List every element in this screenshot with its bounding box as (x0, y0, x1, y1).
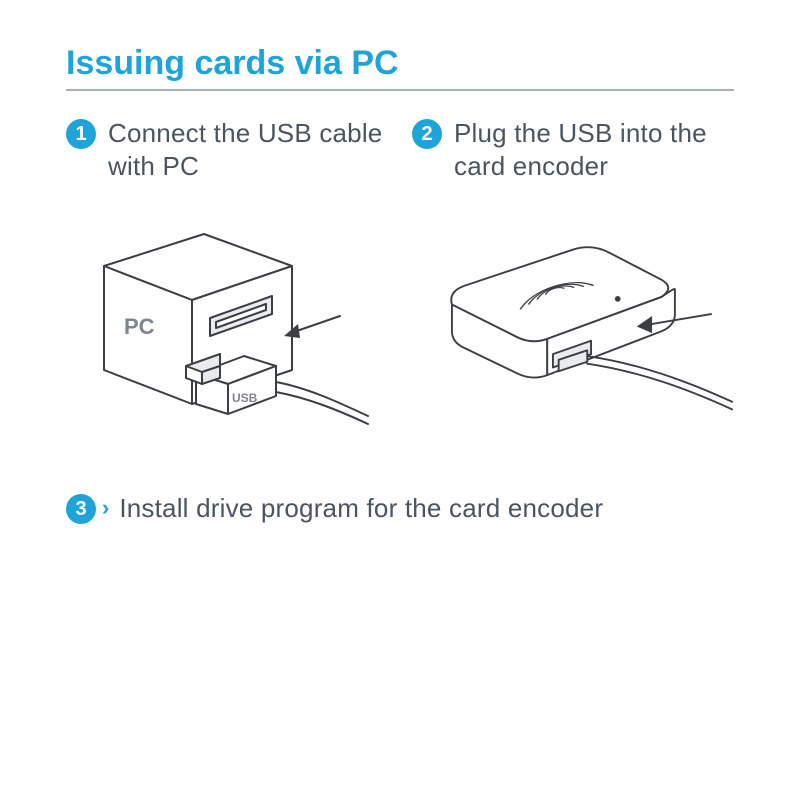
pc-usb-illustration: PC USB (66, 206, 390, 426)
diagram-encoder (410, 206, 734, 426)
step-badge-1: 1 (66, 119, 96, 149)
step-text-3: Install drive program for the card encod… (119, 492, 603, 525)
step-2: 2 Plug the USB into the card encoder (412, 117, 734, 182)
diagram-row: PC USB (66, 206, 734, 426)
step-badge-2: 2 (412, 119, 442, 149)
pc-label: PC (124, 314, 155, 339)
step-1: 1 Connect the USB cable with PC (66, 117, 388, 182)
chevron-right-icon: › (102, 495, 109, 521)
led-icon (615, 296, 621, 302)
steps-row: 1 Connect the USB cable with PC 2 Plug t… (66, 117, 734, 182)
title-rule (66, 89, 734, 91)
encoder-illustration (410, 206, 734, 426)
step-3: 3 › Install drive program for the card e… (66, 492, 734, 525)
step-badge-3: 3 (66, 494, 96, 524)
step-text-2: Plug the USB into the card encoder (454, 117, 734, 182)
diagram-pc-usb: PC USB (66, 206, 390, 426)
usb-label: USB (232, 391, 258, 405)
step-text-1: Connect the USB cable with PC (108, 117, 388, 182)
page-title: Issuing cards via PC (66, 44, 734, 83)
